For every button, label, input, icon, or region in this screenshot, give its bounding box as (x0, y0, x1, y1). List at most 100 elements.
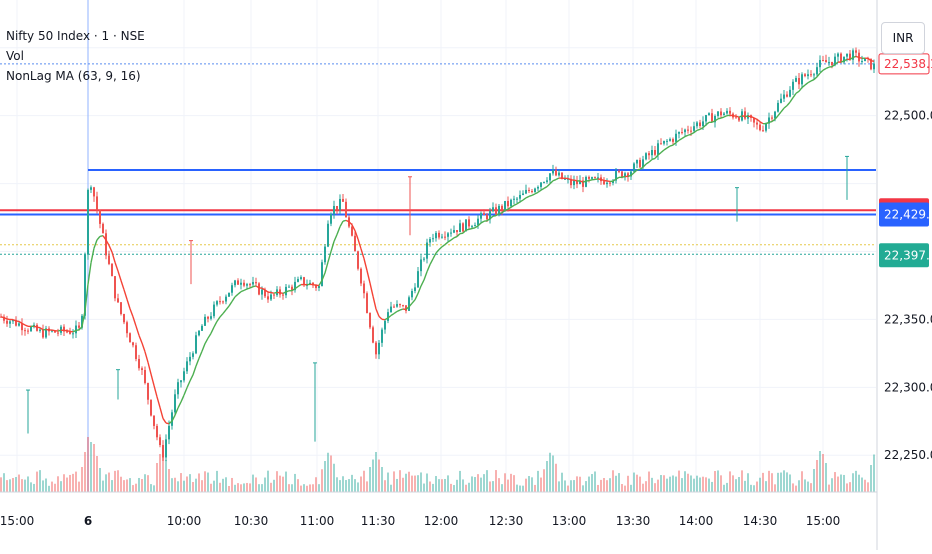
time-tick-label: 11:00 (300, 514, 335, 528)
volume-bar (189, 474, 191, 492)
candle-body (363, 283, 365, 293)
candle-body (123, 314, 125, 322)
candle-body (24, 330, 26, 331)
legend-indicator[interactable]: NonLag MA (63, 9, 16) (6, 66, 145, 86)
ma-segment (688, 134, 691, 135)
ma-segment (58, 330, 61, 331)
candle-body (159, 437, 161, 445)
candle-body (861, 61, 863, 62)
volume-bar (288, 484, 290, 492)
ma-segment (271, 293, 274, 294)
volume-bar (129, 478, 131, 492)
candle-body (402, 305, 404, 306)
volume-bar (165, 460, 167, 492)
candle-body (339, 199, 341, 210)
volume-bar (216, 471, 218, 492)
volume-bar (309, 484, 311, 492)
volume-bar (543, 469, 545, 492)
candle-body (27, 331, 29, 332)
volume-bar (366, 481, 368, 492)
volume-bar (621, 484, 623, 492)
volume-bar (324, 461, 326, 492)
volume-bar (153, 485, 155, 492)
volume-bar (48, 486, 50, 492)
volume-bar (66, 478, 68, 492)
volume-bar (234, 485, 236, 492)
volume-bar (18, 475, 20, 492)
volume-bar (633, 473, 635, 492)
volume-bar (351, 475, 353, 492)
ma-segment (670, 145, 673, 146)
time-tick-label: 10:00 (167, 514, 202, 528)
volume-bar (78, 482, 80, 492)
volume-bar (762, 473, 764, 492)
volume-bar (252, 475, 254, 492)
volume-bar (615, 476, 617, 492)
candle-body (114, 276, 116, 298)
volume-bar (102, 481, 104, 492)
candle-body (108, 255, 110, 264)
candle-body (825, 60, 827, 62)
candle-body (606, 183, 608, 185)
ma-segment (280, 293, 283, 294)
volume-bar (699, 478, 701, 492)
candle-body (414, 287, 416, 291)
time-tick-label: 6 (84, 514, 92, 528)
ma-segment (871, 61, 874, 62)
volume-bar (597, 485, 599, 492)
volume-bar (3, 473, 5, 492)
volume-bar (768, 471, 770, 492)
candle-body (546, 180, 548, 182)
candle-body (537, 187, 539, 189)
currency-button[interactable]: INR (881, 22, 925, 54)
volume-bar (363, 471, 365, 492)
volume-bar (681, 478, 683, 492)
volume-bar (822, 454, 824, 492)
candle-body (690, 131, 692, 132)
candle-body (669, 139, 671, 141)
candle-body (396, 304, 398, 307)
volume-bar (24, 480, 26, 492)
volume-bar (192, 482, 194, 492)
candle-body (228, 293, 230, 297)
volume-bar (720, 475, 722, 492)
volume-bar (42, 480, 44, 492)
candle-body (186, 361, 188, 371)
candle-body (72, 333, 74, 334)
volume-bar (561, 473, 563, 492)
candle-body (156, 426, 158, 437)
candle-body (516, 199, 518, 200)
volume-bar (402, 478, 404, 492)
volume-bar (0, 477, 2, 492)
candle-body (441, 237, 443, 238)
volume-bar (36, 472, 38, 492)
legend-volume[interactable]: Vol (6, 46, 145, 66)
volume-bar (663, 475, 665, 492)
candle-body (819, 60, 821, 67)
candle-body (639, 160, 641, 167)
volume-bar (330, 456, 332, 493)
candle-body (837, 54, 839, 57)
volume-bar (396, 479, 398, 492)
candle-body (246, 284, 248, 286)
volume-bar (108, 473, 110, 492)
legend-symbol[interactable]: Nifty 50 Index · 1 · NSE (6, 26, 145, 46)
volume-bar (456, 480, 458, 492)
ma-segment (16, 321, 19, 322)
volume-bar (345, 480, 347, 492)
candle-body (675, 134, 677, 142)
volume-bar (777, 473, 779, 492)
volume-bar (69, 475, 71, 492)
candle-body (399, 304, 401, 305)
volume-bar (357, 482, 359, 492)
volume-bar (231, 478, 233, 492)
volume-bar (702, 477, 704, 492)
volume-bar (282, 477, 284, 492)
volume-bar (657, 480, 659, 492)
volume-bar (297, 479, 299, 492)
candle-body (780, 99, 782, 103)
volume-bar (393, 471, 395, 492)
candle-body (258, 283, 260, 294)
volume-bar (9, 479, 11, 492)
candle-body (693, 126, 695, 131)
